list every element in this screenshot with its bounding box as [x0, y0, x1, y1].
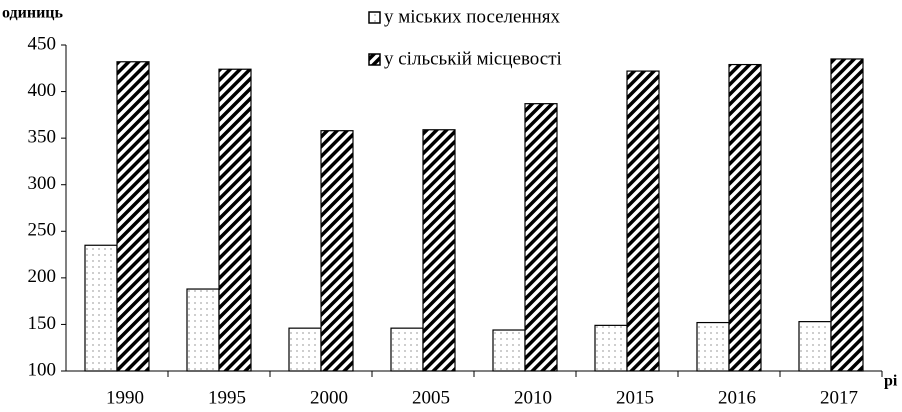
- bar: [218, 68, 252, 372]
- legend-label: у сільській місцевості: [384, 48, 562, 69]
- bar: [492, 329, 526, 372]
- x-axis-label: рі: [884, 373, 898, 390]
- bar: [798, 321, 832, 372]
- x-tick-label: 2016: [718, 387, 756, 408]
- y-axis-label: одиниць: [2, 5, 64, 22]
- y-tick-label: 150: [28, 313, 57, 334]
- x-tick-label: 2005: [412, 387, 450, 408]
- y-tick-label: 400: [28, 80, 57, 101]
- legend-label: у міських поселеннях: [384, 6, 561, 27]
- legend-swatch: [368, 53, 381, 66]
- bar: [84, 244, 118, 372]
- x-tick-label: 2015: [616, 387, 654, 408]
- bar: [830, 58, 864, 372]
- x-tick-label: 2010: [514, 387, 552, 408]
- bar: [422, 129, 456, 372]
- y-tick-label: 250: [28, 220, 57, 241]
- bar: [288, 327, 322, 372]
- legend-swatch: [368, 11, 381, 24]
- x-tick-label: 1995: [208, 387, 246, 408]
- y-tick-label: 350: [28, 127, 57, 148]
- y-tick-label: 300: [28, 173, 57, 194]
- bar: [186, 288, 220, 372]
- bar: [728, 63, 762, 372]
- bar: [320, 130, 354, 372]
- bar: [594, 324, 628, 372]
- bar: [390, 327, 424, 372]
- x-tick-label: 1990: [106, 387, 144, 408]
- bar: [626, 70, 660, 372]
- bar: [116, 61, 150, 372]
- y-tick-label: 200: [28, 266, 57, 287]
- x-tick-label: 2000: [310, 387, 348, 408]
- y-tick-label: 100: [28, 359, 57, 380]
- bar: [696, 321, 730, 372]
- x-tick-label: 2017: [820, 387, 858, 408]
- bar: [524, 103, 558, 372]
- y-tick-label: 450: [28, 33, 57, 54]
